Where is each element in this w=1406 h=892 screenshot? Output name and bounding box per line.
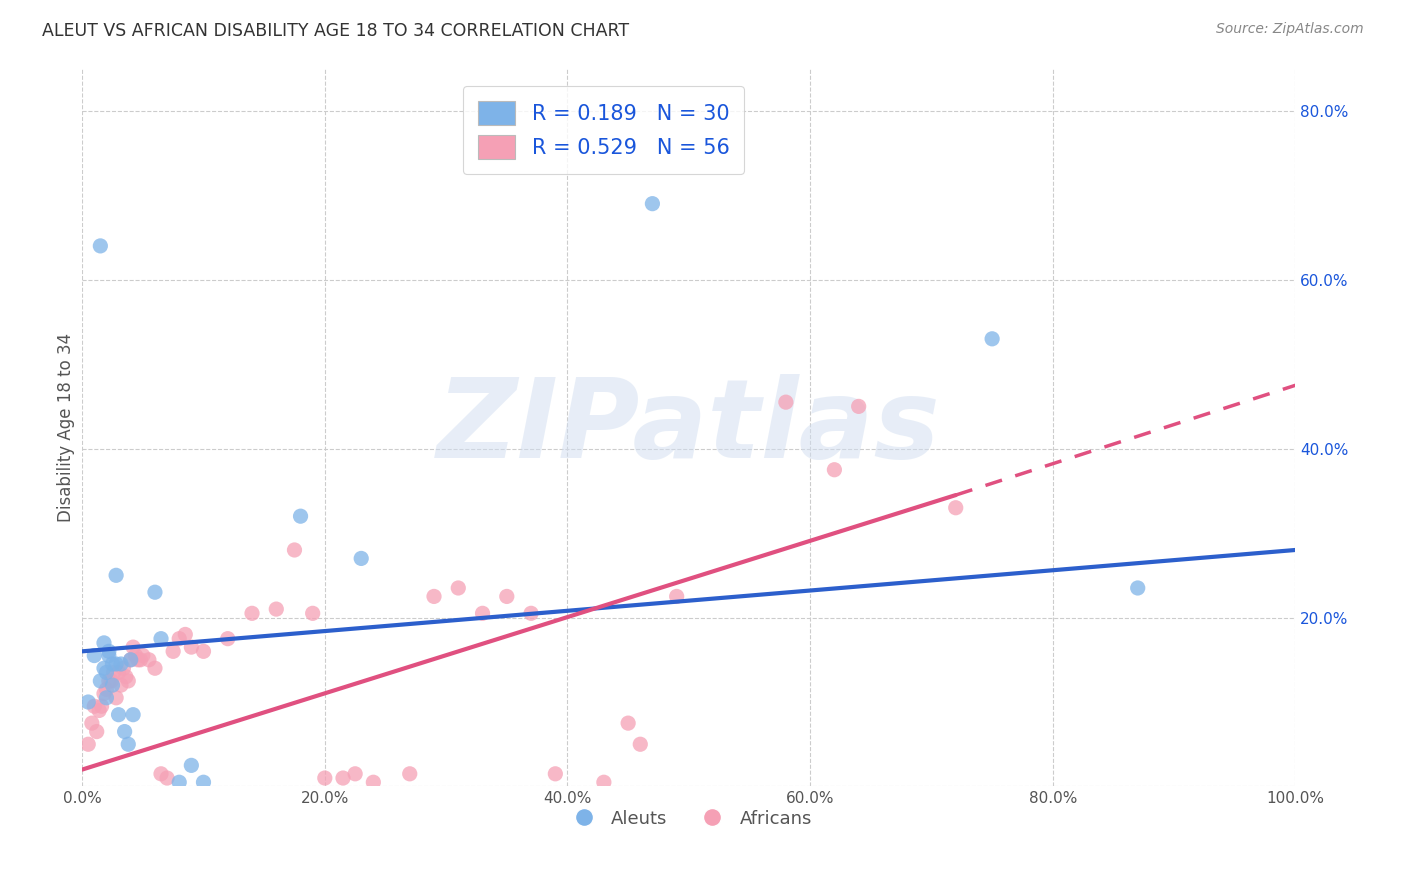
- Point: [350, 551, 373, 566]
- Point: [180, 640, 202, 654]
- Point: [628, 737, 651, 751]
- Point: [122, 707, 145, 722]
- Point: [193, 644, 215, 658]
- Point: [981, 332, 1004, 346]
- Y-axis label: Disability Age 18 to 34: Disability Age 18 to 34: [58, 333, 75, 522]
- Point: [283, 543, 305, 558]
- Point: [174, 627, 197, 641]
- Point: [89, 673, 111, 688]
- Point: [77, 695, 100, 709]
- Point: [520, 607, 543, 621]
- Point: [80, 716, 103, 731]
- Point: [90, 699, 112, 714]
- Point: [120, 653, 142, 667]
- Legend: Aleuts, Africans: Aleuts, Africans: [558, 803, 820, 835]
- Point: [96, 682, 118, 697]
- Point: [107, 707, 129, 722]
- Point: [544, 767, 567, 781]
- Point: [110, 657, 132, 671]
- Point: [332, 771, 354, 785]
- Point: [97, 673, 120, 688]
- Point: [495, 590, 517, 604]
- Point: [150, 632, 173, 646]
- Point: [180, 758, 202, 772]
- Point: [101, 678, 124, 692]
- Point: [124, 648, 146, 663]
- Point: [112, 661, 135, 675]
- Point: [447, 581, 470, 595]
- Point: [132, 648, 155, 663]
- Point: [848, 400, 870, 414]
- Point: [97, 644, 120, 658]
- Point: [167, 632, 190, 646]
- Point: [150, 767, 173, 781]
- Point: [117, 673, 139, 688]
- Point: [156, 771, 179, 785]
- Point: [363, 775, 385, 789]
- Point: [86, 724, 108, 739]
- Point: [97, 648, 120, 663]
- Point: [127, 653, 149, 667]
- Point: [162, 644, 184, 658]
- Point: [143, 585, 166, 599]
- Point: [114, 724, 136, 739]
- Point: [823, 463, 845, 477]
- Point: [96, 690, 118, 705]
- Point: [1126, 581, 1149, 595]
- Point: [167, 775, 190, 789]
- Point: [129, 653, 152, 667]
- Point: [110, 678, 132, 692]
- Point: [301, 607, 323, 621]
- Point: [775, 395, 797, 409]
- Text: Source: ZipAtlas.com: Source: ZipAtlas.com: [1216, 22, 1364, 37]
- Point: [240, 607, 263, 621]
- Point: [122, 640, 145, 654]
- Point: [138, 653, 160, 667]
- Point: [105, 690, 128, 705]
- Point: [143, 661, 166, 675]
- Point: [423, 590, 446, 604]
- Point: [114, 670, 136, 684]
- Point: [945, 500, 967, 515]
- Point: [592, 775, 614, 789]
- Point: [100, 673, 122, 688]
- Point: [101, 657, 124, 671]
- Point: [398, 767, 420, 781]
- Point: [105, 568, 128, 582]
- Point: [83, 699, 105, 714]
- Point: [96, 665, 118, 680]
- Text: ZIPatlas: ZIPatlas: [437, 374, 941, 481]
- Point: [93, 661, 115, 675]
- Point: [103, 665, 125, 680]
- Point: [89, 703, 111, 717]
- Point: [617, 716, 640, 731]
- Point: [314, 771, 336, 785]
- Point: [641, 196, 664, 211]
- Point: [105, 657, 128, 671]
- Point: [89, 239, 111, 253]
- Point: [83, 648, 105, 663]
- Point: [93, 636, 115, 650]
- Point: [107, 665, 129, 680]
- Point: [193, 775, 215, 789]
- Point: [471, 607, 494, 621]
- Point: [117, 737, 139, 751]
- Point: [120, 653, 142, 667]
- Text: ALEUT VS AFRICAN DISABILITY AGE 18 TO 34 CORRELATION CHART: ALEUT VS AFRICAN DISABILITY AGE 18 TO 34…: [42, 22, 630, 40]
- Point: [77, 737, 100, 751]
- Point: [217, 632, 239, 646]
- Point: [93, 687, 115, 701]
- Point: [344, 767, 367, 781]
- Point: [665, 590, 688, 604]
- Point: [290, 509, 312, 524]
- Point: [266, 602, 288, 616]
